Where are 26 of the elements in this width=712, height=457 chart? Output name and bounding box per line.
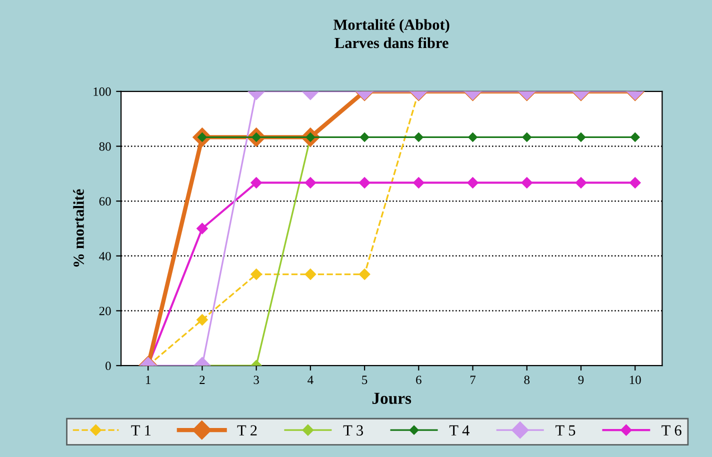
y-tick-label: 80 — [99, 142, 111, 151]
y-tick-label: 40 — [99, 252, 111, 260]
x-tick-label: 7 — [470, 376, 476, 384]
x-tick-label: 6 — [416, 376, 422, 384]
legend-label: T 4 — [449, 425, 470, 436]
x-tick-label: 4 — [308, 376, 314, 384]
x-axis-title: Jours — [372, 392, 412, 404]
chart-title: Mortalité (Abbot) — [334, 19, 450, 33]
legend-label: T 2 — [237, 425, 257, 436]
y-axis-title: % mortalité — [73, 189, 84, 267]
legend-label: T 5 — [556, 425, 576, 436]
legend-label: T 1 — [131, 425, 151, 436]
y-tick-label: 0 — [106, 362, 111, 370]
legend-label: T 6 — [662, 425, 682, 436]
x-tick-label: 3 — [254, 376, 259, 384]
y-tick-label: 20 — [99, 306, 111, 316]
x-tick-label: 9 — [578, 376, 584, 384]
x-tick-label: 1 — [146, 376, 150, 384]
legend-label: T 3 — [343, 425, 364, 436]
y-tick-label: 60 — [99, 197, 111, 206]
chart-subtitle: Larves dans fibre — [334, 37, 448, 48]
x-tick-label: 10 — [630, 376, 641, 384]
x-tick-label: 5 — [362, 376, 368, 384]
x-tick-label: 2 — [200, 376, 205, 384]
y-tick-label: 100 — [94, 87, 111, 96]
x-tick-label: 8 — [524, 376, 530, 384]
